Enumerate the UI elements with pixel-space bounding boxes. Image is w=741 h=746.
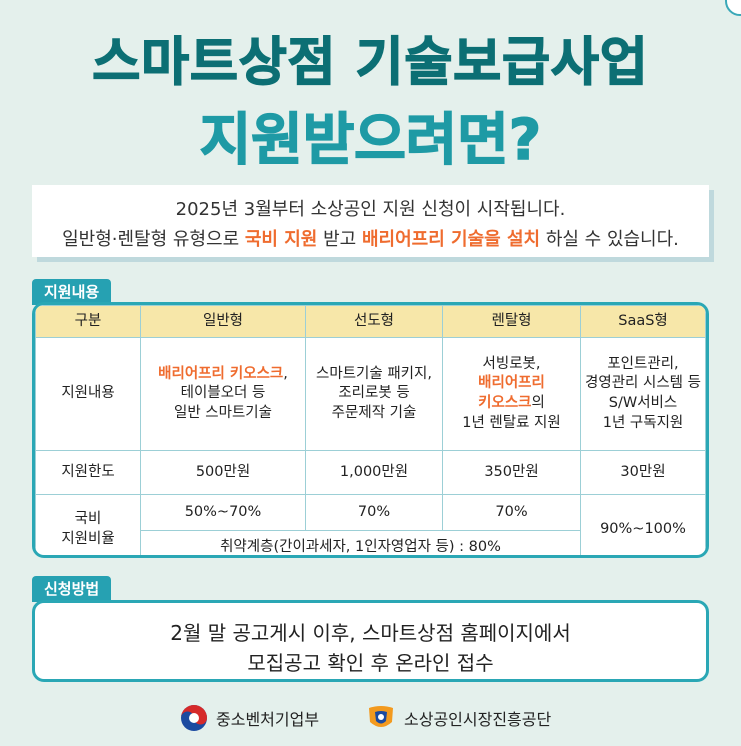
cell-text: S/W서비스	[608, 395, 678, 411]
cell-text: 1년 구독지원	[602, 414, 684, 431]
cell-leading-content: 스마트기술 패키지, 조리로봇 등 주문제작 기술	[305, 337, 443, 451]
intro-text: 하실 수 있습니다.	[540, 229, 679, 250]
header-rental: 렌탈형	[442, 305, 581, 338]
table-row-vulnerable: 취약계층(간이과세자, 1인자영업자 등) : 80%	[36, 530, 706, 555]
cell-text: 국비	[74, 510, 102, 527]
header-category: 구분	[35, 305, 141, 338]
apply-line-2: 모집공고 확인 후 온라인 접수	[247, 651, 494, 675]
cell-text: 지원비율	[61, 530, 115, 547]
cell-text: 테이블오더 등	[180, 385, 266, 402]
page-title: 스마트상점 기술보급사업	[92, 32, 649, 94]
support-tag: 지원내용	[32, 279, 112, 305]
table-row-rate: 국비 지원비율 50%~70% 70% 70% 90%~100%	[35, 494, 706, 555]
logo-semas-text: 소상공인시장진흥공단	[404, 710, 552, 729]
cell-leading-limit: 1,000만원	[305, 450, 443, 495]
semas-logo-icon	[369, 706, 393, 727]
rental-highlight: 키오스크	[478, 395, 532, 411]
row-label-content: 지원내용	[35, 337, 141, 451]
cell-vulnerable-rate: 취약계층(간이과세자, 1인자영업자 등) : 80%	[140, 530, 581, 555]
header-general: 일반형	[140, 305, 306, 338]
cell-text: 스마트기술 패키지,	[316, 365, 432, 382]
support-table: 구분 일반형 선도형 렌탈형 SaaS형 지원내용 배리어프리 키오스크, 테이…	[32, 302, 709, 558]
cell-rental-limit: 350만원	[442, 450, 581, 495]
corner-decoration	[725, 0, 741, 16]
page-subtitle: 지원받으려면?	[199, 107, 542, 174]
cell-text: 서빙로봇,	[482, 355, 541, 372]
intro-line-1: 2025년 3월부터 소상공인 지원 신청이 시작됩니다.	[175, 199, 566, 220]
cell-rental-rate: 70%	[442, 494, 581, 531]
rental-highlight: 배리어프리	[478, 375, 545, 392]
intro-text: 받고	[317, 229, 362, 250]
intro-highlight-funding: 국비 지원	[244, 229, 318, 250]
intro-text: 일반형·렌탈형 유형으로	[62, 229, 245, 250]
table-row-content: 지원내용 배리어프리 키오스크, 테이블오더 등 일반 스마트기술 스마트기술 …	[35, 337, 706, 451]
apply-line-1: 2월 말 공고게시 이후, 스마트상점 홈페이지에서	[170, 621, 571, 645]
table-header-row: 구분 일반형 선도형 렌탈형 SaaS형	[35, 305, 706, 338]
cell-saas-content: 포인트관리, 경영관리 시스템 등 S/W서비스 1년 구독지원	[580, 337, 706, 451]
cell-text: 1년 렌탈료 지원	[462, 414, 561, 431]
cell-text: 일반 스마트기술	[174, 404, 272, 421]
cell-text: 조리로봇 등	[338, 385, 410, 402]
header-leading: 선도형	[305, 305, 443, 338]
intro-line-2: 일반형·렌탈형 유형으로 국비 지원 받고 배리어프리 기술을 설치 하실 수 …	[32, 225, 709, 251]
row-label-rate: 국비 지원비율	[35, 494, 141, 555]
cell-general-rate: 50%~70%	[140, 494, 306, 531]
row-label-limit: 지원한도	[35, 450, 141, 495]
logo-semas: 소상공인시장진흥공단	[366, 704, 551, 732]
cell-saas-rate: 90%~100%	[580, 494, 706, 555]
cell-general-limit: 500만원	[140, 450, 306, 495]
cell-text: 주문제작 기술	[331, 404, 417, 421]
cell-general-content: 배리어프리 키오스크, 테이블오더 등 일반 스마트기술	[140, 337, 306, 451]
intro-highlight-barrierfree: 배리어프리 기술을 설치	[361, 229, 541, 250]
cell-text: ,	[283, 365, 288, 382]
cell-text: 경영관리 시스템 등	[585, 375, 701, 392]
cell-text: 의	[531, 395, 545, 411]
footer-logos: 중소벤처기업부 소상공인시장진흥공단	[0, 704, 741, 734]
intro-box: 2025년 3월부터 소상공인 지원 신청이 시작됩니다. 일반형·렌탈형 유형…	[32, 185, 709, 257]
header-saas: SaaS형	[580, 305, 706, 338]
taegeuk-emblem-icon	[181, 705, 207, 731]
cell-leading-rate: 70%	[305, 494, 443, 531]
table-row-limit: 지원한도 500만원 1,000만원 350만원 30만원	[35, 450, 706, 495]
apply-tag: 신청방법	[32, 576, 112, 602]
cell-text: 포인트관리,	[607, 355, 679, 372]
cell-rental-content: 서빙로봇, 배리어프리 키오스크의 1년 렌탈료 지원	[442, 337, 581, 451]
cell-saas-limit: 30만원	[580, 450, 706, 495]
logo-mss: 중소벤처기업부	[180, 704, 319, 732]
general-highlight: 배리어프리 키오스크	[158, 365, 284, 382]
logo-mss-text: 중소벤처기업부	[216, 710, 320, 729]
apply-box: 2월 말 공고게시 이후, 스마트상점 홈페이지에서 모집공고 확인 후 온라인…	[32, 600, 709, 682]
